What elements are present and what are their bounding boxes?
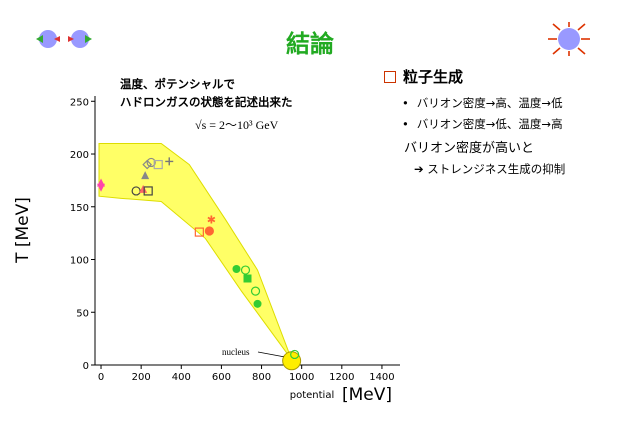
data-point xyxy=(141,171,150,180)
data-point xyxy=(204,226,214,236)
data-point xyxy=(165,157,174,166)
y-tick-label: 50 xyxy=(76,308,89,319)
nucleus-pointer xyxy=(257,351,284,358)
x-tick-label: 1400 xyxy=(369,372,394,383)
data-point xyxy=(243,274,252,283)
y-tick-label: 250 xyxy=(70,97,89,108)
data-point xyxy=(250,286,261,296)
annotation-line-1: 温度、ポテンシャルで xyxy=(120,77,235,91)
nucleus-label: nucleus xyxy=(222,347,250,357)
y-axis-label: T [MeV] xyxy=(13,197,33,264)
collision-icon xyxy=(36,30,92,48)
y-tick-label: 100 xyxy=(70,256,89,267)
data-point xyxy=(153,159,163,170)
data-point xyxy=(146,157,156,168)
x-tick-label: 0 xyxy=(98,372,104,383)
data-point xyxy=(143,186,153,196)
bullet-subsub: ➔ ストレンジネス生成の抑制 xyxy=(414,162,566,176)
y-tick-label: 150 xyxy=(70,203,89,214)
x-tick-label: 1000 xyxy=(289,372,314,383)
explosion-icon xyxy=(548,22,590,56)
data-point xyxy=(240,265,251,275)
x-axis-label: potential xyxy=(290,390,334,401)
slide-title: 結論 xyxy=(286,30,334,58)
energy-formula: √s = 2〜10³ GeV xyxy=(195,118,279,132)
x-axis-unit: [MeV] xyxy=(342,385,392,405)
y-tick-label: 0 xyxy=(83,361,89,372)
data-point xyxy=(97,183,106,192)
bullet-box-icon xyxy=(384,71,396,83)
data-point xyxy=(232,265,241,274)
data-point xyxy=(139,184,148,193)
phase-band xyxy=(98,142,293,361)
data-point: ✱ xyxy=(207,213,216,226)
bullet-item-2: • バリオン密度→低、温度→高 xyxy=(402,117,563,131)
bullet-item-1: • バリオン密度→高、温度→低 xyxy=(402,96,563,110)
y-tick-label: 200 xyxy=(70,150,89,161)
data-point xyxy=(290,349,300,360)
x-tick-label: 400 xyxy=(172,372,191,383)
data-point xyxy=(142,159,153,170)
x-tick-label: 200 xyxy=(132,372,151,383)
bullet-sub: バリオン密度が高いと xyxy=(404,141,535,156)
x-tick-label: 1200 xyxy=(329,372,354,383)
bullet-heading: 粒子生成 xyxy=(384,66,565,87)
data-point xyxy=(253,299,262,308)
x-tick-label: 800 xyxy=(252,372,271,383)
x-tick-label: 600 xyxy=(212,372,231,383)
annotation-line-2: ハドロンガスの状態を記述出来た xyxy=(120,95,293,109)
conclusion-bullets: 粒子生成 • バリオン密度→高、温度→低 • バリオン密度→低、温度→高 バリオン密… xyxy=(384,66,565,177)
data-point xyxy=(194,227,204,237)
nucleus-marker xyxy=(282,351,302,371)
